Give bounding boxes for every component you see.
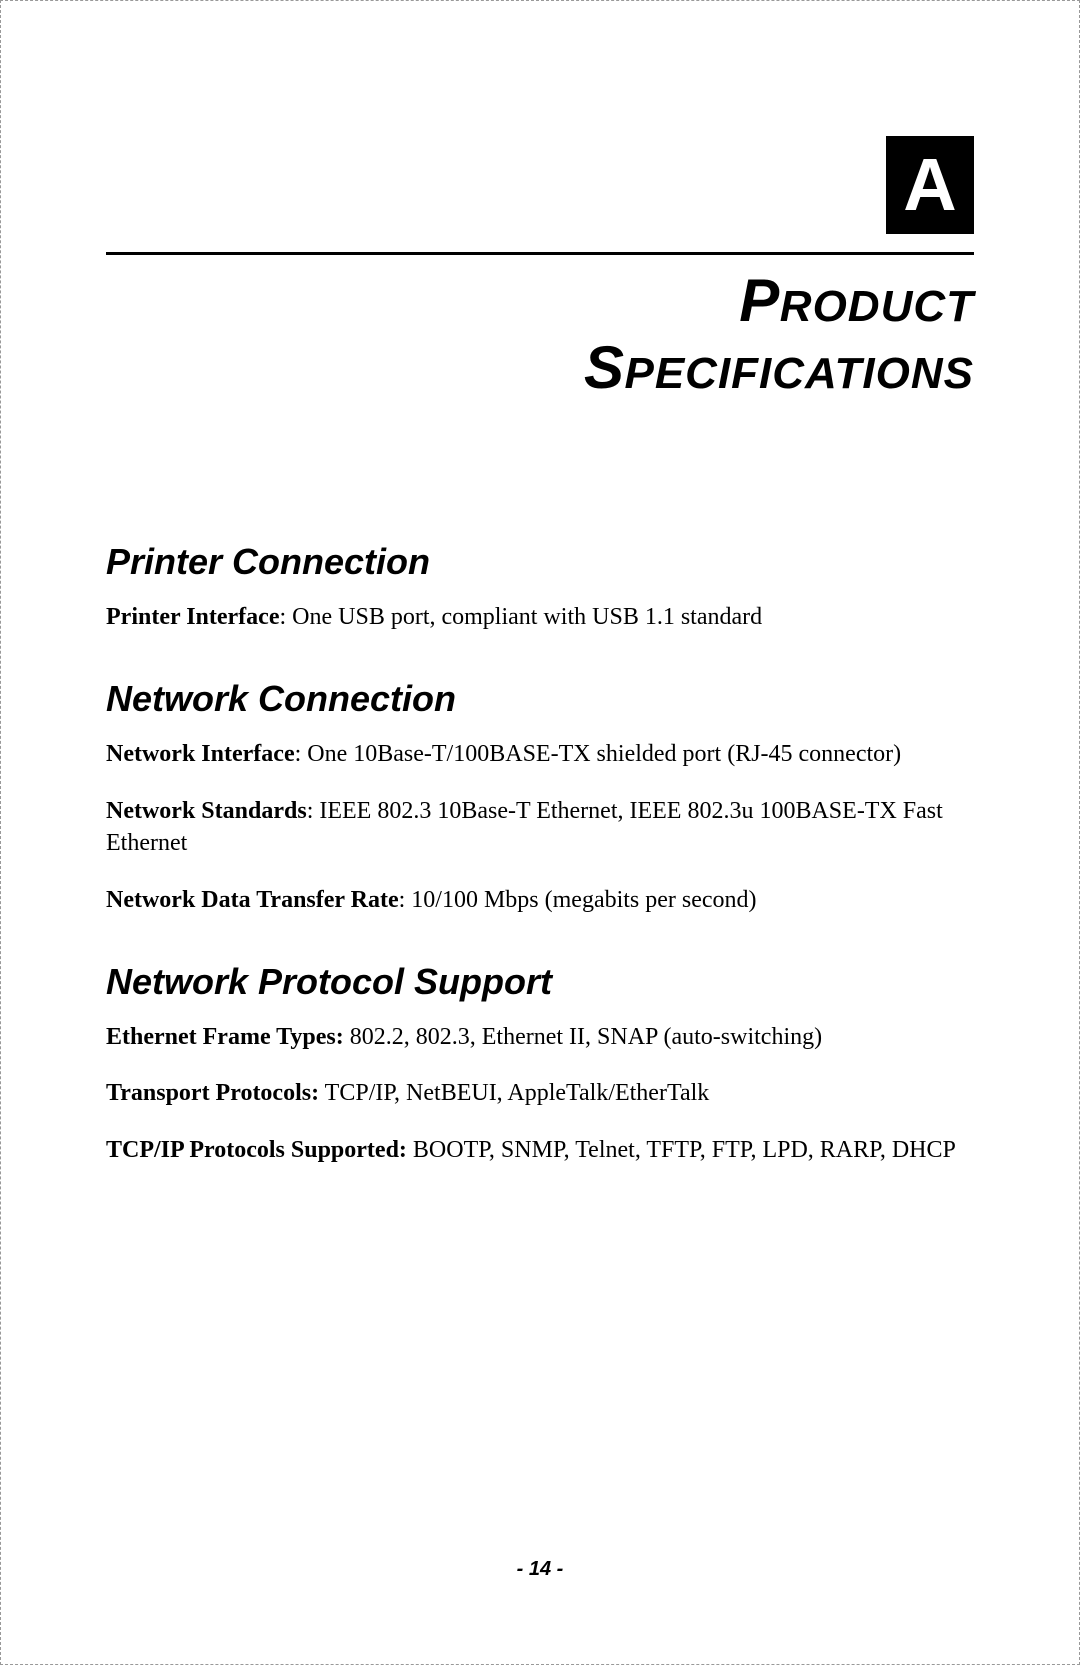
page-number: - 14 - — [26, 1558, 1054, 1581]
section-heading-printer-connection: Printer Connection — [106, 541, 974, 583]
spec-label: Printer Interface — [106, 604, 279, 630]
spec-item: Ethernet Frame Types: 802.2, 802.3, Ethe… — [106, 1021, 974, 1054]
spec-value: BOOTP, SNMP, Telnet, TFTP, FTP, LPD, RAR… — [413, 1137, 956, 1163]
spec-sep: : — [307, 798, 320, 824]
spec-label: TCP/IP Protocols Supported: — [106, 1137, 407, 1163]
page-content: A PRODUCT SPECIFICATIONS Printer Connect… — [26, 26, 1054, 1639]
spec-item: Printer Interface: One USB port, complia… — [106, 601, 974, 634]
spec-item: Network Data Transfer Rate: 10/100 Mbps … — [106, 884, 974, 917]
spec-item: Network Standards: IEEE 802.3 10Base-T E… — [106, 795, 974, 860]
spec-label: Network Interface — [106, 741, 295, 767]
spec-value: 10/100 Mbps (megabits per second) — [411, 887, 756, 913]
spec-value: One USB port, compliant with USB 1.1 sta… — [292, 604, 762, 630]
title-divider — [106, 252, 974, 255]
spec-label: Network Standards — [106, 798, 307, 824]
spec-value: 802.2, 802.3, Ethernet II, SNAP (auto-sw… — [350, 1024, 822, 1050]
spec-sep: : — [399, 887, 412, 913]
page-border: A PRODUCT SPECIFICATIONS Printer Connect… — [0, 0, 1080, 1665]
section-heading-network-protocol-support: Network Protocol Support — [106, 961, 974, 1003]
main-title: PRODUCT SPECIFICATIONS — [106, 267, 974, 401]
main-title-word-1: PRODUCT — [106, 267, 974, 334]
spec-label: Transport Protocols: — [106, 1080, 319, 1106]
spec-sep: : — [279, 604, 292, 630]
spec-label: Ethernet Frame Types: — [106, 1024, 344, 1050]
spec-item: TCP/IP Protocols Supported: BOOTP, SNMP,… — [106, 1134, 974, 1167]
spec-label: Network Data Transfer Rate — [106, 887, 399, 913]
section-heading-network-connection: Network Connection — [106, 678, 974, 720]
spec-sep: : — [295, 741, 308, 767]
spec-value: TCP/IP, NetBEUI, AppleTalk/EtherTalk — [325, 1080, 710, 1106]
appendix-letter-badge: A — [886, 136, 974, 234]
main-title-word-2: SPECIFICATIONS — [106, 334, 974, 401]
spec-value: One 10Base-T/100BASE-TX shielded port (R… — [307, 741, 901, 767]
spec-item: Transport Protocols: TCP/IP, NetBEUI, Ap… — [106, 1077, 974, 1110]
spec-item: Network Interface: One 10Base-T/100BASE-… — [106, 738, 974, 771]
